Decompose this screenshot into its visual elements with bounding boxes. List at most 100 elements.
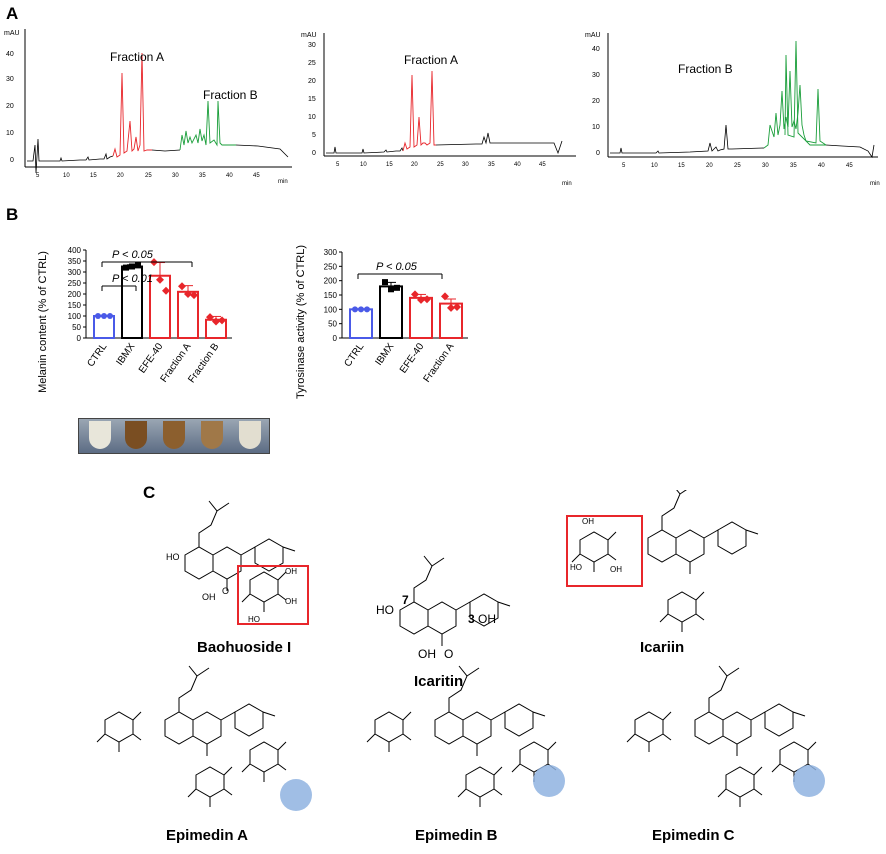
c1-xtick: 25 <box>145 173 152 179</box>
data-point <box>441 292 449 301</box>
structure-icariin: OH HO OH Icariin <box>566 490 759 656</box>
c1-annot-fraction-a: Fraction A <box>110 50 164 64</box>
data-point <box>206 313 214 322</box>
atom-label: O <box>222 586 229 596</box>
data-point <box>417 295 425 304</box>
c3-ytick: 20 <box>592 98 600 105</box>
structure-epimedin-b: Epimedin B <box>366 665 565 844</box>
c2-xtick: 35 <box>488 162 495 168</box>
c2-xtick: 10 <box>360 162 367 168</box>
category-label: EFE-40 <box>137 341 166 375</box>
y-tick-label: 0 <box>77 334 82 343</box>
tube-efe40 <box>163 421 185 449</box>
blue-highlight-circle <box>533 765 565 797</box>
category-label: IBMX <box>114 341 137 368</box>
y-tick-label: 300 <box>324 248 338 257</box>
c3-xtick: 40 <box>818 163 825 169</box>
y-tick-label: 200 <box>68 290 82 299</box>
c2-xunit: min <box>562 181 572 187</box>
c1-trace-red <box>112 52 152 158</box>
data-point <box>129 263 135 270</box>
data-point <box>364 306 370 313</box>
c3-ytick: 30 <box>592 72 600 79</box>
compound-name-icariin: Icariin <box>640 639 684 656</box>
bar <box>439 302 463 339</box>
tube-fraction-b <box>239 421 261 449</box>
compound-name-baohuoside: Baohuoside I <box>197 639 291 656</box>
y-tick-label: 150 <box>68 301 82 310</box>
tube-ctrl <box>89 421 111 449</box>
category-label: CTRL <box>342 341 366 369</box>
atom-label: OH <box>610 565 622 574</box>
bar <box>349 308 373 340</box>
y-tick-label: 50 <box>72 323 81 332</box>
c2-xtick: 5 <box>336 162 340 168</box>
c3-xtick: 35 <box>790 163 797 169</box>
data-point <box>423 295 431 304</box>
data-point <box>162 286 170 295</box>
bar <box>409 296 433 340</box>
tube-fraction-a <box>201 421 223 449</box>
c3-trace-black-2 <box>825 144 875 159</box>
structure-epimedin-c: Epimedin C <box>626 665 825 844</box>
c1-annot-fraction-b: Fraction B <box>203 88 258 102</box>
y-tick-label: 400 <box>68 246 82 255</box>
c3-xtick: 30 <box>762 163 769 169</box>
structure-epimedin-a: Epimedin A <box>96 665 312 844</box>
c3-trace-black <box>610 124 765 154</box>
atom-label: HO <box>248 615 260 624</box>
c1-ytick: 30 <box>6 76 14 83</box>
c3-ytick: 40 <box>592 46 600 53</box>
data-point <box>394 284 400 291</box>
bar1-annot-p001: P < 0.01 <box>112 273 153 285</box>
panel-label-b: B <box>6 205 19 224</box>
c3-ytick: 10 <box>592 124 600 131</box>
c1-trace-green <box>179 100 236 151</box>
chromatogram-1: mAU 0 10 20 30 40 5 10 15 20 25 30 35 40… <box>4 29 292 185</box>
data-point <box>447 303 455 312</box>
c1-ytick: 40 <box>6 51 14 58</box>
y-tick-label: 300 <box>68 268 82 277</box>
atom-label: OH <box>285 567 297 576</box>
y-tick-label: 0 <box>333 334 338 343</box>
c1-xtick: 15 <box>90 173 97 179</box>
c2-ytick: 0 <box>312 150 316 157</box>
y-tick-label: 100 <box>68 312 82 321</box>
atom-label: OH <box>582 517 594 526</box>
bar <box>93 315 115 339</box>
data-point <box>184 290 192 298</box>
bar1-ylabel: Melanin content (% of CTRL) <box>37 251 49 393</box>
c2-ytick: 25 <box>308 60 316 67</box>
highlight-box-glucose <box>566 515 643 587</box>
data-point <box>107 313 113 319</box>
atom-label: OH <box>285 597 297 606</box>
y-tick-label: 150 <box>324 291 338 300</box>
c2-xtick: 20 <box>411 162 418 168</box>
c1-xtick: 35 <box>199 173 206 179</box>
c1-trace-black <box>27 138 114 174</box>
c3-xunit: min <box>870 181 880 187</box>
c1-xtick: 30 <box>172 173 179 179</box>
atom-label: OH <box>418 647 436 661</box>
c1-ytick: 0 <box>10 157 14 164</box>
data-point <box>123 264 129 271</box>
c2-xtick: 15 <box>386 162 393 168</box>
data-point <box>358 306 364 313</box>
data-point <box>212 317 220 326</box>
melanin-tubes-photo <box>78 418 270 454</box>
data-point <box>453 303 461 312</box>
c2-ytick: 20 <box>308 78 316 85</box>
c2-xtick: 40 <box>514 162 521 168</box>
c2-trace-black <box>326 146 404 154</box>
structure-baohuoside-i: HO OH O OH OH HO Baohuoside I <box>166 500 309 656</box>
c2-ytick: 10 <box>308 114 316 121</box>
c3-xtick: 25 <box>734 163 741 169</box>
bar <box>149 274 171 339</box>
data-point <box>95 313 101 319</box>
category-label: EFE-40 <box>398 341 427 375</box>
y-tick-label: 250 <box>68 279 82 288</box>
bar-chart-melanin: Melanin content (% of CTRL) 0 50 100 150 200… <box>37 246 232 393</box>
y-tick-label: 50 <box>328 320 337 329</box>
chromatogram-2: mAU 0 5 10 15 20 25 30 5 10 15 20 25 30 … <box>301 32 576 187</box>
